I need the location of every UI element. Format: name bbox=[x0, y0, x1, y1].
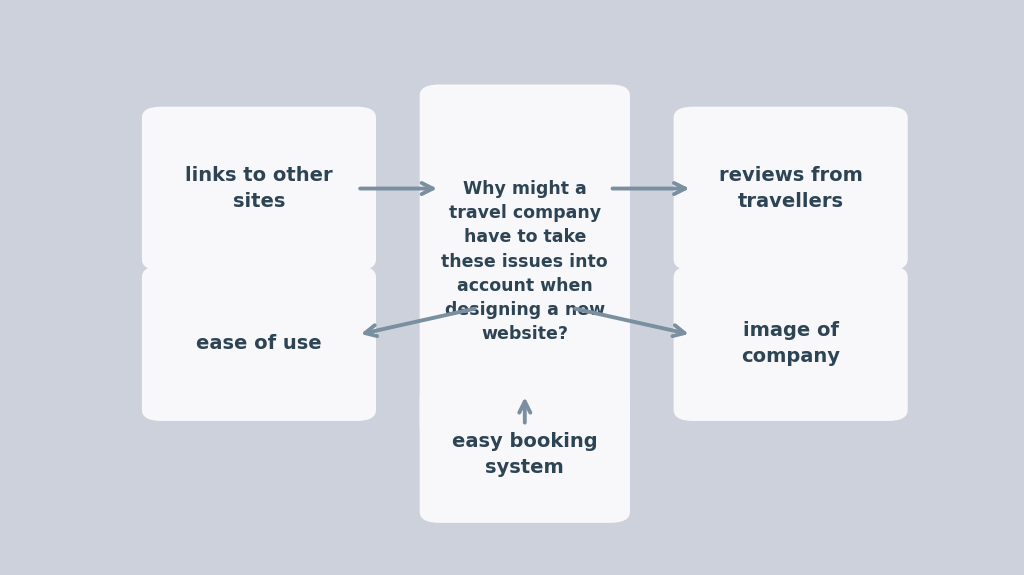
Text: links to other
sites: links to other sites bbox=[185, 166, 333, 211]
FancyBboxPatch shape bbox=[420, 85, 630, 439]
FancyBboxPatch shape bbox=[674, 106, 907, 270]
Text: easy booking
system: easy booking system bbox=[452, 432, 598, 477]
Text: ease of use: ease of use bbox=[197, 334, 322, 353]
Text: image of
company: image of company bbox=[741, 321, 840, 366]
FancyBboxPatch shape bbox=[142, 106, 376, 270]
FancyBboxPatch shape bbox=[674, 266, 907, 421]
Text: Why might a
travel company
have to take
these issues into
account when
designing: Why might a travel company have to take … bbox=[441, 180, 608, 343]
FancyBboxPatch shape bbox=[420, 386, 630, 523]
Text: reviews from
travellers: reviews from travellers bbox=[719, 166, 862, 211]
FancyBboxPatch shape bbox=[142, 266, 376, 421]
